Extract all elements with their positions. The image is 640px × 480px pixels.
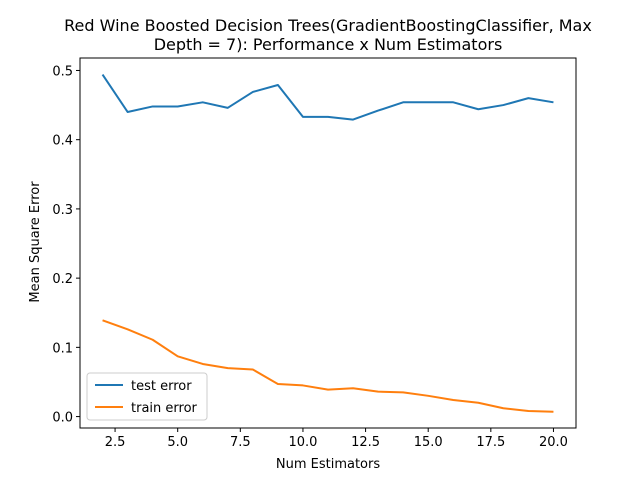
legend: test error train error (86, 372, 208, 421)
x-tick-label: 2.5 (105, 435, 126, 450)
chart-title-line-1: Red Wine Boosted Decision Trees(Gradient… (64, 16, 592, 35)
legend-label-test-error: test error (131, 379, 192, 394)
plot-frame (79, 57, 577, 429)
y-tick-label: 0.4 (52, 134, 73, 149)
y-tick-label: 0.0 (52, 411, 73, 426)
x-tick-label: 12.5 (351, 435, 380, 450)
x-tick-label: 17.5 (476, 435, 505, 450)
y-tick-label: 0.3 (52, 203, 73, 218)
x-tick-label: 20.0 (539, 435, 568, 450)
legend-label-train-error: train error (131, 401, 198, 416)
x-tick-label: 15.0 (414, 435, 443, 450)
x-tick-label: 5.0 (167, 435, 188, 450)
x-tick-label: 10.0 (288, 435, 317, 450)
x-tick-label: 7.5 (230, 435, 251, 450)
y-axis-label: Mean Square Error (28, 181, 43, 303)
series-layer (101, 74, 554, 413)
x-axis-ticks: 2.5 5.0 7.5 10.0 12.5 15.0 17.5 20.0 (105, 428, 568, 450)
y-tick-label: 0.1 (52, 341, 73, 356)
y-tick-label: 0.5 (52, 64, 73, 79)
y-tick-label: 0.2 (52, 272, 73, 287)
y-axis-ticks: 0.0 0.1 0.2 0.3 0.4 0.5 (52, 64, 80, 426)
x-axis-label: Num Estimators (276, 457, 380, 472)
chart-title-line-2: Depth = 7): Performance x Num Estimators (154, 35, 503, 54)
